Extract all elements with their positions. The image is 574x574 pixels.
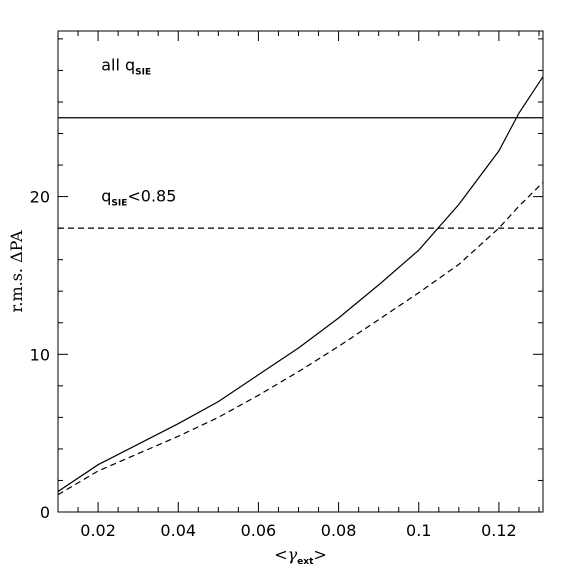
axis-ticks	[57, 31, 543, 513]
y-tick-label: 10	[30, 345, 50, 364]
annotation-prefix: q	[101, 186, 111, 205]
series-line-1-solid	[58, 76, 543, 492]
annotation-sub: SIE	[111, 198, 127, 208]
x-tick-label: 0.04	[160, 521, 196, 540]
x-tick-label: 0.06	[241, 521, 277, 540]
x-tick-label: 0.02	[80, 521, 116, 540]
y-axis-label: r.m.s. ΔPA	[7, 230, 26, 312]
series-line-2-dashed	[58, 181, 543, 496]
annotation-1: all qSIE	[101, 55, 151, 77]
y-tick-label: 0	[40, 503, 50, 522]
annotation-prefix: all q	[101, 55, 135, 74]
x-label-open: <	[274, 545, 287, 564]
annotation-2: qSIE<0.85	[101, 186, 176, 208]
x-axis-label: <γext>	[274, 545, 327, 567]
x-label-symbol: γ	[288, 545, 298, 564]
x-tick-label: 0.1	[406, 521, 431, 540]
x-tick-label: 0.08	[321, 521, 357, 540]
annotation-sub: SIE	[135, 67, 151, 77]
series-layer	[58, 76, 543, 496]
tick-labels: 0.02 0.04 0.06 0.08 0.1 0.12 0 10 20	[30, 188, 517, 540]
y-tick-label: 20	[30, 188, 50, 207]
plot-frame	[57, 30, 544, 513]
x-label-sub: ext	[297, 557, 314, 567]
x-label-close: >	[313, 545, 326, 564]
annotation-suffix: <0.85	[127, 186, 176, 205]
reference-lines	[58, 117, 543, 229]
x-tick-label: 0.12	[481, 521, 517, 540]
